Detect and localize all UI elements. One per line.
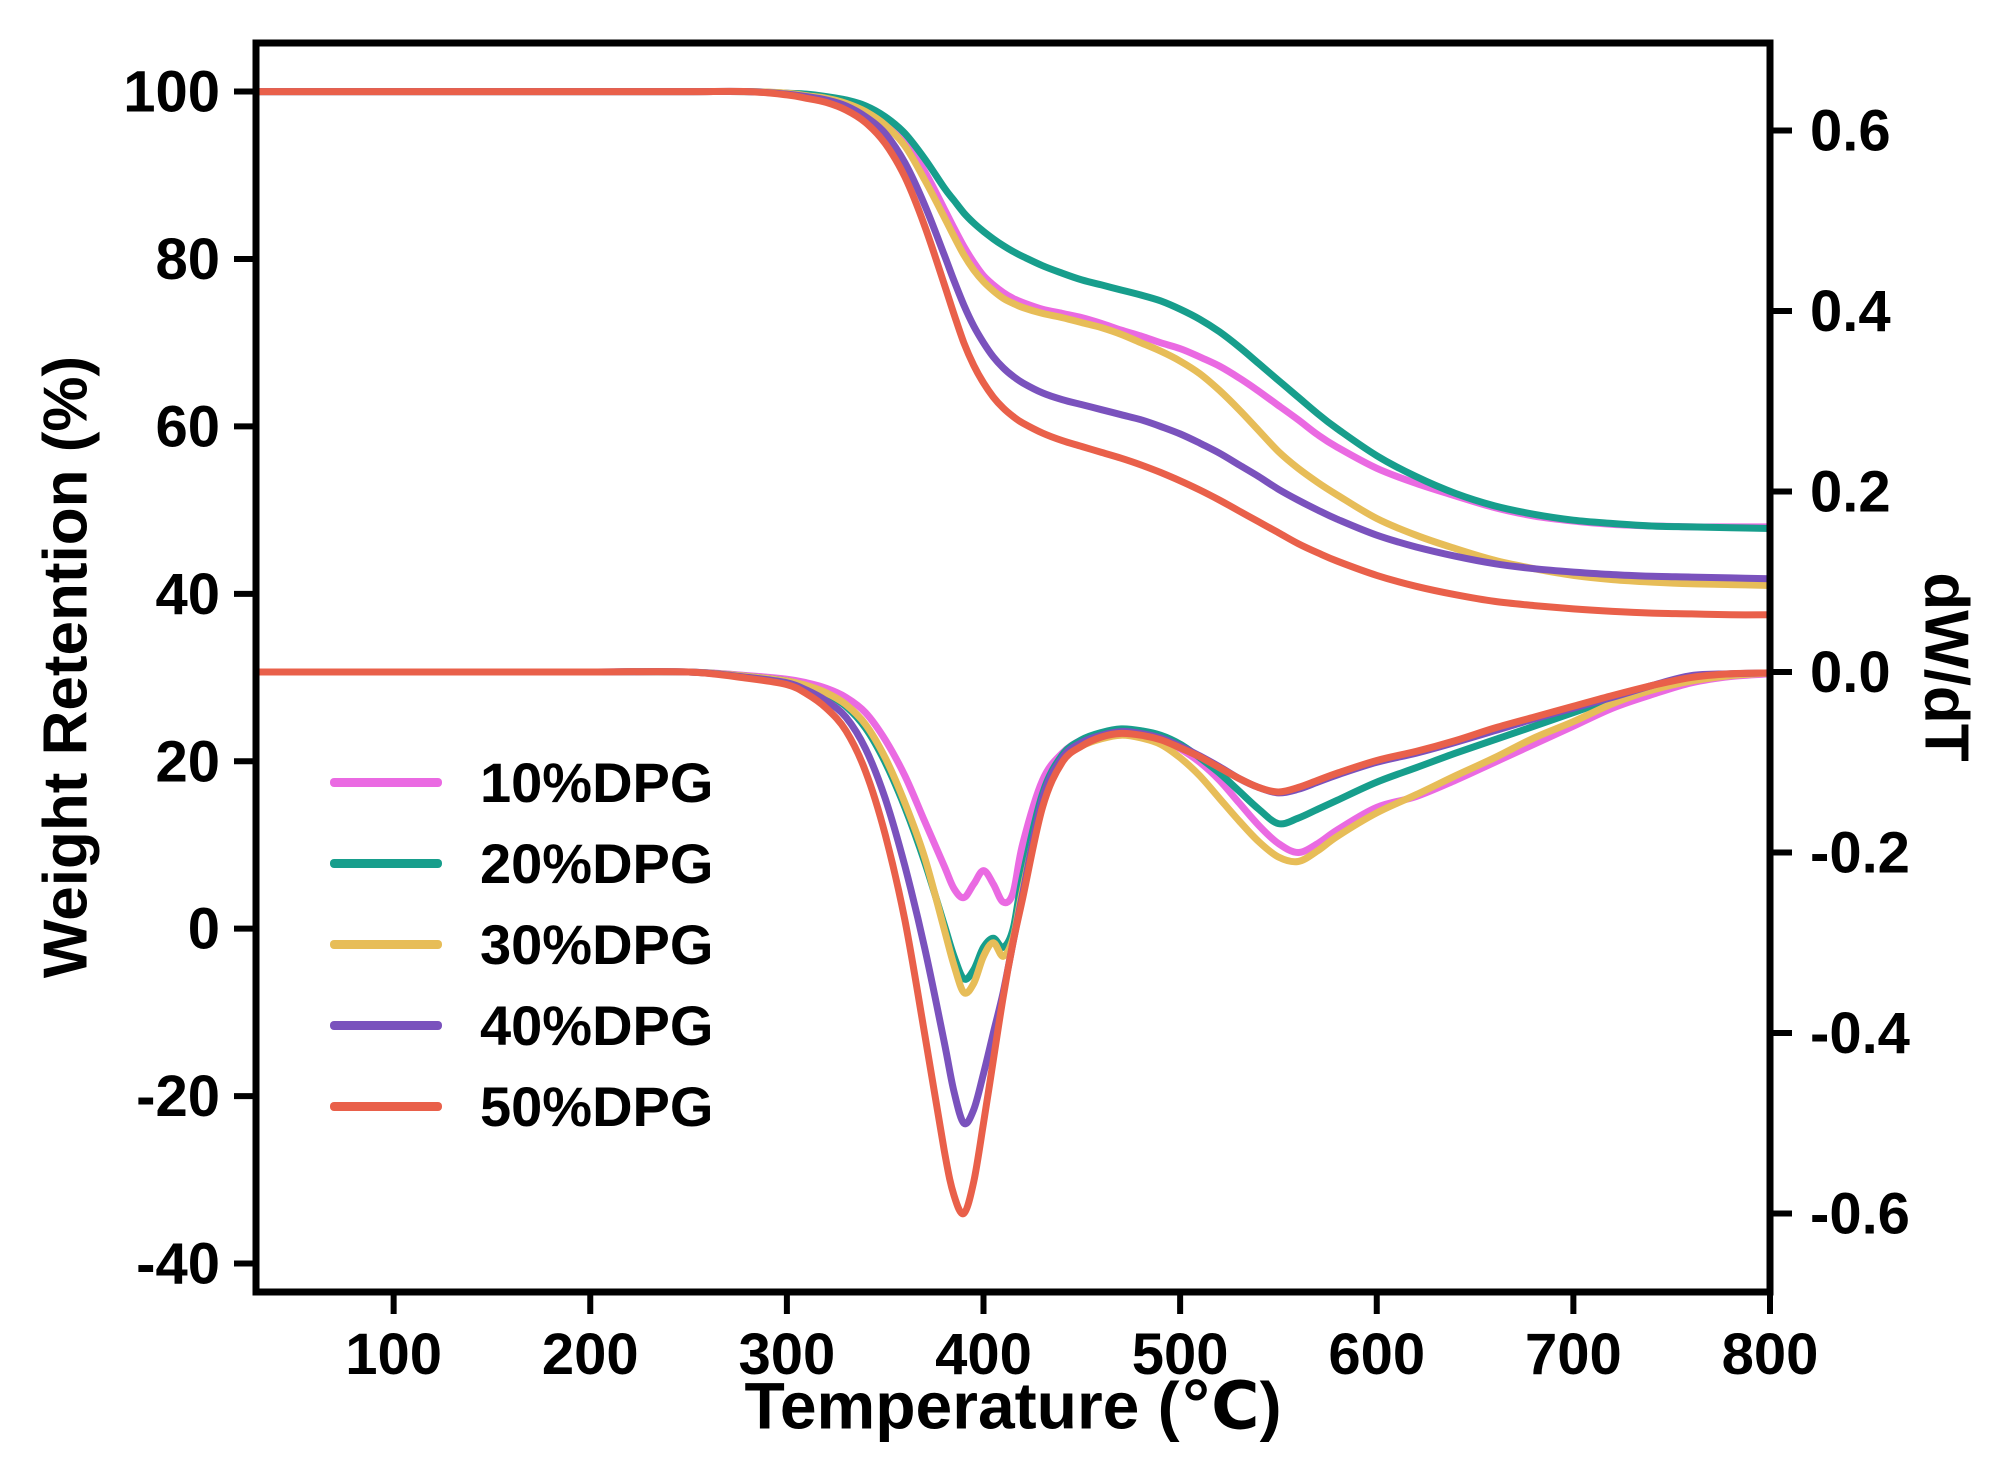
y-left-tick-label: -20: [136, 1064, 220, 1129]
legend-item-20dpg: 20%DPG: [330, 823, 713, 904]
legend-swatch: [330, 1102, 442, 1111]
y-right-tick-label: 0.0: [1810, 640, 1891, 705]
dtg-curve-50dpg: [252, 668, 1774, 1218]
x-axis-title: Temperature (℃): [744, 1368, 1282, 1443]
legend-item-30dpg: 30%DPG: [330, 904, 713, 985]
y-left-tick-label: 80: [155, 227, 220, 292]
legend-label: 20%DPG: [480, 831, 714, 895]
tg-curve-20dpg: [252, 87, 1774, 532]
x-tick-label: 300: [738, 1322, 835, 1387]
y-right-tick-label: -0.2: [1810, 821, 1910, 886]
y-right-tick-label: -0.6: [1810, 1181, 1910, 1246]
y-left-tick-label: 60: [155, 394, 220, 459]
legend-label: 10%DPG: [480, 750, 714, 814]
legend-item-50dpg: 50%DPG: [330, 1066, 713, 1147]
tg-curve-30dpg: [252, 87, 1774, 589]
y-right-tick-label: -0.4: [1810, 1001, 1910, 1066]
y-left-tick-label: 20: [155, 729, 220, 794]
legend-item-40dpg: 40%DPG: [330, 985, 713, 1066]
plot-frame: [252, 39, 1774, 1296]
x-tick-label: 800: [1722, 1322, 1819, 1387]
y-right-tick-label: 0.2: [1810, 460, 1891, 525]
legend-swatch: [330, 859, 442, 868]
y-right-tick-label: 0.4: [1810, 279, 1891, 344]
y-left-tick-label: 100: [123, 60, 220, 125]
legend-item-10dpg: 10%DPG: [330, 742, 713, 823]
legend: 10%DPG 20%DPG 30%DPG 40%DPG 50%DPG: [330, 742, 713, 1147]
left-axis-title: Weight Retention (%): [31, 355, 101, 979]
x-tick-label: 200: [542, 1322, 639, 1387]
x-tick-label: 700: [1525, 1322, 1622, 1387]
y-left-tick-label: 40: [155, 562, 220, 627]
tg-curve-10dpg: [252, 87, 1774, 531]
legend-swatch: [330, 1021, 442, 1030]
y-left-tick-label: -40: [136, 1232, 220, 1297]
legend-swatch: [330, 778, 442, 787]
right-axis-title: dW/dT: [1911, 572, 1981, 762]
tg-curve-40dpg: [252, 87, 1774, 583]
tg-curve-50dpg: [252, 87, 1774, 619]
x-tick-label: 100: [345, 1322, 442, 1387]
x-tick-label: 500: [1132, 1322, 1229, 1387]
legend-label: 50%DPG: [480, 1074, 714, 1138]
y-right-tick-label: 0.6: [1810, 99, 1891, 164]
x-tick-label: 400: [935, 1322, 1032, 1387]
y-left-tick-label: 0: [188, 897, 220, 962]
legend-label: 40%DPG: [480, 993, 714, 1057]
legend-label: 30%DPG: [480, 912, 714, 976]
legend-swatch: [330, 940, 442, 949]
x-tick-label: 600: [1328, 1322, 1425, 1387]
